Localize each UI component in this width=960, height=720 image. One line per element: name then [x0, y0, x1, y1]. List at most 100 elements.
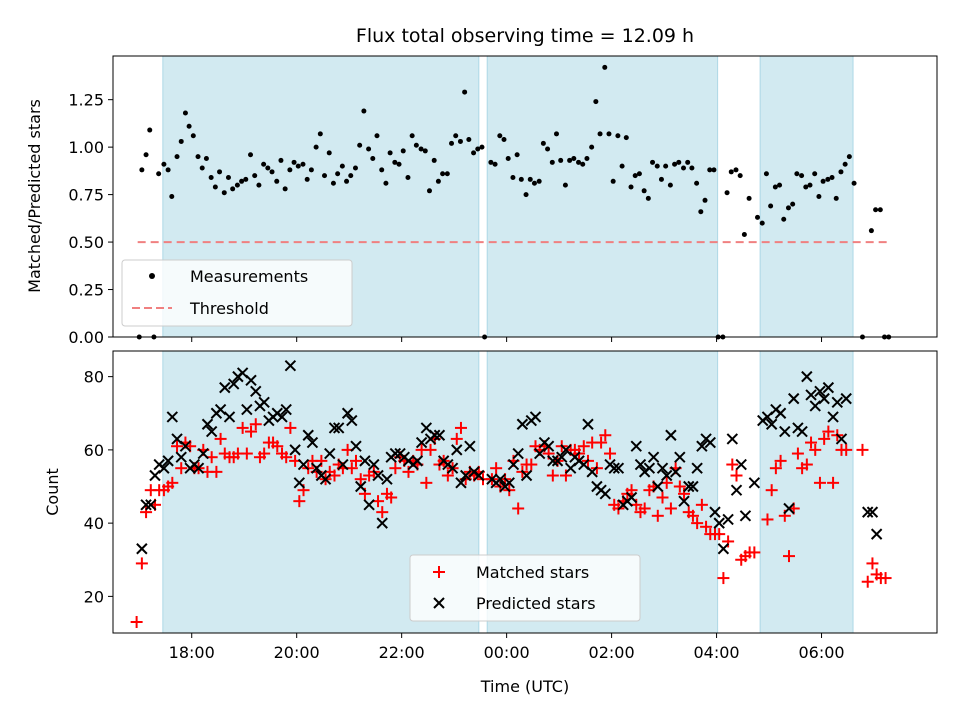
shaded-span-3 [759, 350, 854, 634]
measurement-point [248, 152, 254, 158]
predicted-star-point [796, 425, 808, 438]
measurement-point [405, 175, 411, 181]
measurement-point [295, 163, 301, 169]
measurement-point [636, 171, 642, 177]
predicted-star-point [801, 370, 813, 383]
measurement-point [707, 167, 713, 173]
predicted-star-point [162, 455, 174, 467]
predicted-star-point [647, 451, 660, 463]
measurement-point [799, 173, 805, 179]
measurement-point [174, 154, 180, 160]
measurement-point [435, 178, 441, 184]
matched-star-point [713, 528, 726, 541]
predicted-star-point [473, 469, 485, 482]
predicted-star-point [739, 510, 752, 522]
matched-star-point [350, 454, 363, 467]
bottom-y-axis-label: Count [43, 468, 62, 516]
measurement-point [628, 184, 634, 190]
predicted-star-point [586, 466, 598, 478]
measurement-point [602, 64, 608, 70]
predicted-stars-points [136, 359, 883, 555]
measurement-point [339, 163, 345, 169]
measurement-point [632, 173, 638, 179]
matched-star-point [840, 443, 853, 456]
top-legend: Measurements Threshold [121, 259, 353, 327]
matched-star-point [730, 469, 743, 482]
x-tick-label: 22:00 [379, 643, 425, 662]
measurement-point [877, 207, 883, 213]
measurement-point [221, 190, 227, 196]
chart-title: Flux total observing time = 12.09 h [356, 25, 694, 47]
predicted-star-point [818, 392, 830, 405]
measurement-point [457, 138, 463, 144]
matched-star-point [354, 473, 367, 486]
measurement-point [658, 176, 664, 182]
x-tick-label: 18:00 [169, 643, 215, 662]
predicted-star-point [630, 440, 642, 452]
measurement-point [510, 175, 516, 181]
y-tick-label: 0.00 [68, 328, 104, 347]
predicted-star-point [503, 477, 515, 489]
measurement-point [304, 176, 310, 182]
predicted-star-point [341, 407, 354, 419]
matched-star-point [271, 440, 284, 453]
predicted-star-point [722, 513, 734, 526]
measurement-point [278, 157, 284, 163]
matched-star-point [800, 458, 813, 471]
predicted-star-point [809, 400, 821, 412]
measurement-point [615, 133, 621, 139]
legend-predicted-marker [433, 597, 445, 609]
matched-star-point [385, 491, 398, 504]
predicted-star-point [389, 447, 402, 460]
predicted-star-point [223, 411, 236, 423]
predicted-star-point [779, 425, 791, 438]
measurement-point [606, 131, 612, 137]
measurement-point [143, 152, 149, 158]
x-tick-label: 00:00 [484, 643, 530, 662]
matched-star-point [656, 491, 669, 504]
matched-star-point [420, 476, 433, 489]
measurement-point [694, 180, 700, 186]
predicted-star-point [289, 444, 301, 456]
measurement-point [261, 161, 267, 167]
predicted-star-point [862, 506, 874, 518]
predicted-star-point [560, 444, 572, 456]
matched-star-point [454, 421, 467, 434]
y-tick-label: 0.75 [68, 186, 104, 205]
predicted-star-point [599, 488, 612, 500]
predicted-star-point [175, 451, 187, 463]
matched-star-point [135, 557, 148, 570]
matched-star-point [625, 484, 638, 497]
measurement-point [256, 182, 262, 188]
y-tick-label: 80 [84, 368, 104, 387]
measurement-point [392, 159, 398, 165]
bottom-y-ticks: 20 40 60 80 [84, 368, 113, 606]
predicted-star-point [276, 411, 288, 423]
matched-star-point [258, 447, 271, 460]
matched-star-point [599, 429, 612, 442]
measurement-point [654, 163, 660, 169]
shaded-span-3 [759, 55, 854, 338]
matched-star-point [686, 509, 699, 522]
predicted-star-point [219, 381, 231, 394]
measurement-point [846, 154, 852, 160]
matched-star-point [791, 447, 804, 460]
predicted-star-point [827, 411, 839, 423]
matched-star-point [175, 462, 188, 475]
measurement-point [322, 173, 328, 179]
measurement-point [681, 165, 687, 171]
predicted-star-point [713, 517, 725, 529]
measurement-point [842, 161, 848, 167]
measurement-point [873, 207, 879, 213]
measurement-point [212, 184, 218, 190]
predicted-star-point [788, 392, 800, 405]
matched-star-point [774, 454, 787, 467]
matched-star-point [700, 520, 713, 533]
measurement-point [387, 150, 393, 156]
predicted-star-point [678, 495, 690, 507]
predicted-star-point [355, 480, 367, 493]
predicted-star-point [726, 433, 739, 445]
measurement-point [645, 195, 651, 201]
measurement-point [413, 142, 419, 148]
